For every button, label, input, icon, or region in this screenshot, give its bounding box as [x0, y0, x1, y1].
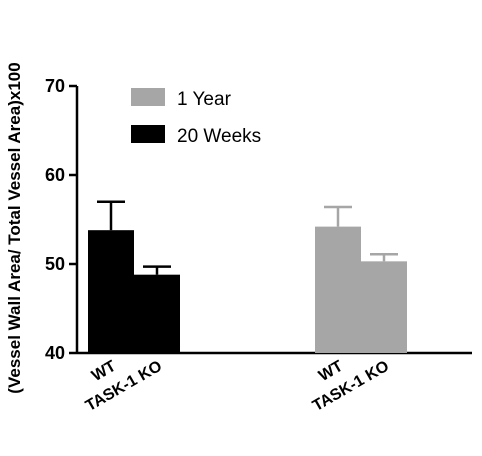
y-tick-label: 70: [45, 76, 65, 96]
bar: [134, 274, 180, 353]
legend-label: 20 Weeks: [177, 126, 261, 147]
y-tick-label: 40: [45, 343, 65, 363]
bar: [88, 230, 134, 353]
y-tick-label: 60: [45, 165, 65, 185]
bars: [88, 200, 407, 353]
bar: [315, 226, 361, 353]
legend: 1 Year 20 Weeks: [131, 88, 261, 147]
bar: [361, 261, 407, 353]
y-axis-title: (Vessel Wall Area/ Total Vessel Area)x10…: [5, 62, 24, 393]
legend-swatch: [131, 88, 165, 106]
y-tick-label: 50: [45, 254, 65, 274]
legend-label: 1 Year: [177, 89, 232, 110]
legend-swatch: [131, 125, 165, 143]
